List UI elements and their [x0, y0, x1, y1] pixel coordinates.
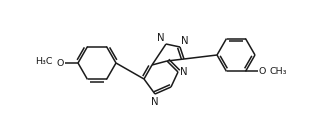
- Text: CH₃: CH₃: [270, 67, 287, 76]
- Text: H₃C: H₃C: [36, 58, 53, 66]
- Text: O: O: [258, 67, 266, 76]
- Text: N: N: [157, 33, 165, 43]
- Text: O: O: [57, 58, 64, 68]
- Text: N: N: [151, 97, 159, 107]
- Text: N: N: [181, 36, 189, 46]
- Text: N: N: [180, 67, 188, 77]
